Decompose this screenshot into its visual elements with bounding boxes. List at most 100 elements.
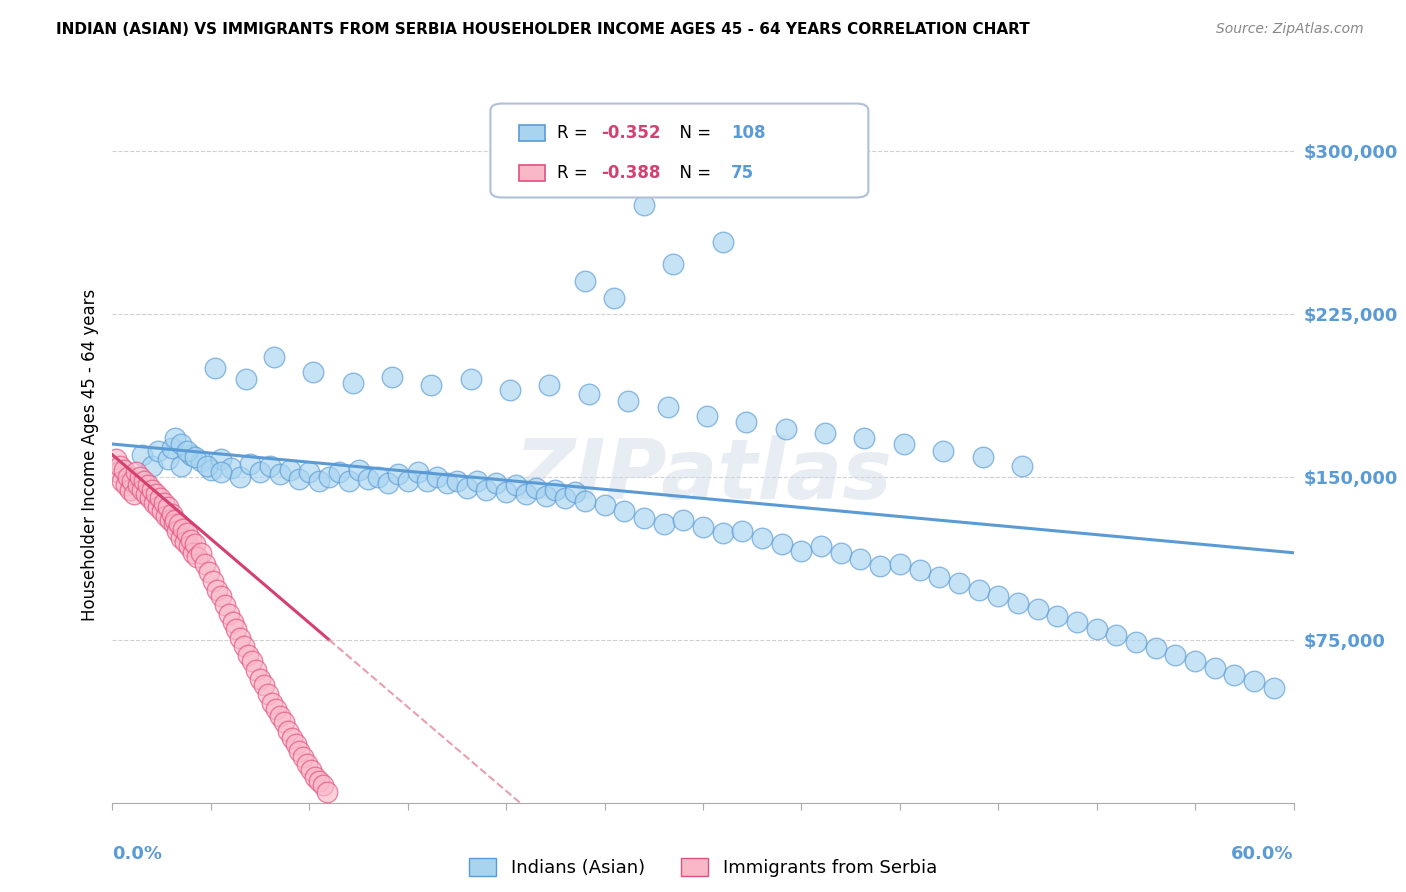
Point bbox=[121, 474, 143, 488]
Point bbox=[176, 443, 198, 458]
Point bbox=[328, 466, 350, 480]
Text: R =: R = bbox=[557, 124, 592, 142]
Point bbox=[292, 750, 315, 764]
Point bbox=[259, 458, 281, 473]
Point bbox=[125, 466, 148, 480]
Point bbox=[205, 582, 228, 597]
Text: Source: ZipAtlas.com: Source: ZipAtlas.com bbox=[1216, 22, 1364, 37]
Point bbox=[396, 474, 419, 488]
Point bbox=[297, 756, 319, 771]
Point bbox=[131, 448, 153, 462]
Point bbox=[165, 513, 187, 527]
Point bbox=[908, 563, 931, 577]
Point bbox=[554, 491, 576, 506]
Point bbox=[209, 452, 232, 467]
Point bbox=[387, 467, 409, 482]
Point bbox=[278, 463, 301, 477]
Text: 108: 108 bbox=[731, 124, 766, 142]
Point bbox=[495, 484, 517, 499]
Point bbox=[235, 372, 257, 386]
Point bbox=[436, 476, 458, 491]
Point bbox=[288, 744, 311, 758]
Point bbox=[105, 452, 128, 467]
Point bbox=[751, 531, 773, 545]
Text: N =: N = bbox=[669, 164, 716, 182]
Point bbox=[117, 469, 139, 483]
Point bbox=[156, 452, 179, 467]
Point bbox=[219, 461, 242, 475]
Point bbox=[893, 437, 915, 451]
Point bbox=[180, 448, 202, 462]
Point bbox=[889, 557, 911, 571]
Point bbox=[1263, 681, 1285, 695]
Point bbox=[239, 457, 262, 471]
Point bbox=[141, 483, 163, 497]
Point bbox=[269, 467, 291, 482]
Point bbox=[209, 589, 232, 603]
Point bbox=[139, 491, 162, 506]
Point bbox=[381, 369, 404, 384]
Point bbox=[652, 517, 675, 532]
Point bbox=[257, 687, 280, 701]
Point bbox=[475, 483, 498, 497]
Point bbox=[972, 450, 994, 464]
Text: 75: 75 bbox=[731, 164, 755, 182]
Point bbox=[853, 431, 876, 445]
Point bbox=[1144, 641, 1167, 656]
Point bbox=[209, 466, 232, 480]
Point bbox=[280, 731, 302, 745]
Point bbox=[367, 469, 389, 483]
Point bbox=[129, 469, 152, 483]
Point bbox=[238, 648, 260, 662]
Point bbox=[169, 517, 191, 532]
Point bbox=[260, 696, 283, 710]
Point bbox=[152, 496, 174, 510]
Point bbox=[830, 546, 852, 560]
Point bbox=[465, 474, 488, 488]
Point bbox=[928, 570, 950, 584]
Point bbox=[141, 458, 163, 473]
Point bbox=[200, 463, 222, 477]
Point bbox=[770, 537, 793, 551]
Point bbox=[578, 387, 600, 401]
Point bbox=[170, 437, 193, 451]
Point bbox=[229, 631, 252, 645]
Point bbox=[617, 393, 640, 408]
Point bbox=[214, 598, 236, 612]
Point bbox=[731, 524, 754, 538]
Point bbox=[145, 487, 167, 501]
Point bbox=[160, 507, 183, 521]
Point bbox=[304, 770, 326, 784]
Point bbox=[672, 513, 695, 527]
Point bbox=[284, 737, 307, 751]
Point bbox=[184, 537, 207, 551]
Point bbox=[302, 365, 325, 379]
Point bbox=[316, 785, 339, 799]
Point bbox=[146, 500, 169, 514]
Point bbox=[122, 487, 145, 501]
Point bbox=[696, 409, 718, 423]
Point bbox=[810, 539, 832, 553]
Point bbox=[198, 566, 221, 580]
Point bbox=[357, 472, 380, 486]
Point bbox=[149, 491, 172, 506]
Point bbox=[299, 763, 322, 777]
Point bbox=[711, 235, 734, 249]
Point bbox=[1204, 661, 1226, 675]
Point bbox=[218, 607, 240, 621]
Point bbox=[1125, 635, 1147, 649]
Point bbox=[456, 481, 478, 495]
Text: 60.0%: 60.0% bbox=[1232, 845, 1294, 863]
Point bbox=[273, 715, 295, 730]
Point bbox=[174, 535, 197, 549]
Text: R =: R = bbox=[557, 164, 592, 182]
Point bbox=[263, 350, 285, 364]
Point bbox=[166, 524, 188, 538]
Point bbox=[115, 478, 138, 492]
Point bbox=[146, 443, 169, 458]
Text: N =: N = bbox=[669, 124, 716, 142]
Point bbox=[460, 372, 482, 386]
Point bbox=[1105, 628, 1128, 642]
Point bbox=[342, 376, 364, 391]
Point bbox=[347, 463, 370, 477]
